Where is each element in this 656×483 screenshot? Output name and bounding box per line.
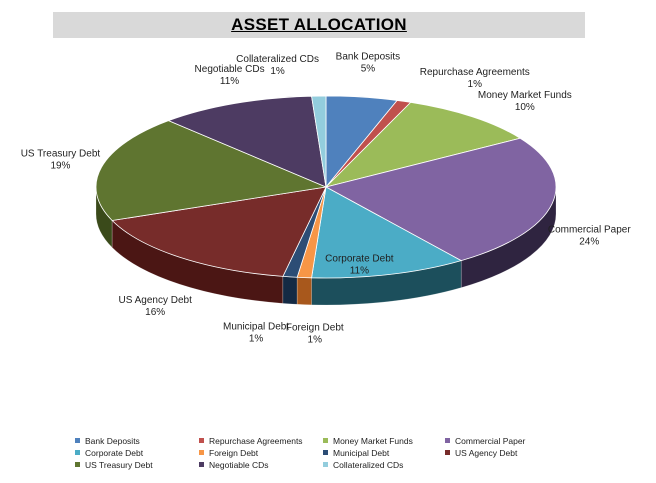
legend-swatch: [75, 450, 80, 455]
data-label-corporate-debt: Corporate Debt 11%: [325, 254, 394, 277]
pie-labels: Bank Deposits 5% Repurchase Agreements 1%Mo…: [21, 51, 632, 345]
legend-item-money-market-funds: Money Market Funds: [323, 435, 445, 446]
legend-swatch: [75, 438, 80, 443]
legend-item-corporate-debt: Corporate Debt: [75, 447, 199, 458]
data-label-commercial-paper: Commercial Paper 24%: [548, 225, 631, 248]
chart-title-bar: ASSET ALLOCATION: [53, 12, 585, 38]
legend-label: Municipal Debt: [333, 447, 390, 458]
legend-item-repurchase-agreements: Repurchase Agreements: [199, 435, 323, 446]
legend-swatch: [199, 438, 204, 443]
slice-commercial-paper: [324, 137, 557, 262]
slice-side-foreign-debt: [296, 276, 312, 306]
legend-swatch: [199, 462, 204, 467]
chart-title: ASSET ALLOCATION: [231, 15, 407, 34]
legend-item-collateralized-cds: Collateralized CDs: [323, 459, 445, 470]
data-label-repurchase-agreements: Repurchase Agreements 1%: [420, 67, 530, 90]
legend-label: Repurchase Agreements: [209, 435, 303, 446]
legend-swatch: [323, 450, 328, 455]
legend-swatch: [323, 438, 328, 443]
data-label-municipal-debt: Municipal Debt 1%: [223, 322, 289, 345]
legend-item-us-agency-debt: US Agency Debt: [445, 447, 585, 458]
legend-label: Foreign Debt: [209, 447, 259, 458]
data-label-bank-deposits: Bank Deposits 5%: [336, 51, 400, 74]
data-label-money-market-funds: Money Market Funds 10%: [478, 90, 572, 113]
legend-label: Money Market Funds: [333, 435, 413, 446]
pie-slices: [95, 95, 557, 279]
legend-label: US Agency Debt: [455, 447, 518, 458]
legend-swatch: [445, 438, 450, 443]
slice-corporate-debt: [311, 186, 463, 279]
legend-item-municipal-debt: Municipal Debt: [323, 447, 445, 458]
legend-label: Commercial Paper: [455, 435, 526, 446]
legend-item-negotiable-cds: Negotiable CDs: [199, 459, 323, 470]
legend-label: Corporate Debt: [85, 447, 144, 458]
legend-item-bank-deposits: Bank Deposits: [75, 435, 199, 446]
legend-swatch: [323, 462, 328, 467]
legend-item-commercial-paper: Commercial Paper: [445, 435, 585, 446]
legend-swatch: [75, 462, 80, 467]
legend-label: Bank Deposits: [85, 435, 140, 446]
legend-item-foreign-debt: Foreign Debt: [199, 447, 323, 458]
legend-label: Negotiable CDs: [209, 459, 269, 470]
legend-label: Collateralized CDs: [333, 459, 404, 470]
data-label-us-agency-debt: US Agency Debt 16%: [118, 295, 192, 318]
pie-sides: [95, 186, 557, 306]
slice-money-market-funds: [324, 101, 522, 188]
legend-label: US Treasury Debt: [85, 459, 153, 470]
slice-us-agency-debt: [111, 186, 327, 277]
legend-swatch: [199, 450, 204, 455]
legend-swatch: [445, 450, 450, 455]
slice-side-municipal-debt: [282, 276, 298, 305]
data-label-foreign-debt: Foreign Debt 1%: [286, 322, 344, 345]
slice-negotiable-cds: [167, 95, 327, 188]
data-label-collateralized-cds: Collateralized CDs 1%: [236, 54, 319, 77]
slice-collateralized-cds: [311, 95, 327, 188]
legend-item-us-treasury-debt: US Treasury Debt: [75, 459, 199, 470]
data-label-us-treasury-debt: US Treasury Debt 19%: [21, 149, 101, 172]
data-label-negotiable-cds: Negotiable CDs 11%: [195, 64, 265, 87]
slice-us-treasury-debt: [95, 120, 328, 221]
chart-legend: Bank Deposits Repurchase Agreements Money …: [75, 435, 595, 470]
